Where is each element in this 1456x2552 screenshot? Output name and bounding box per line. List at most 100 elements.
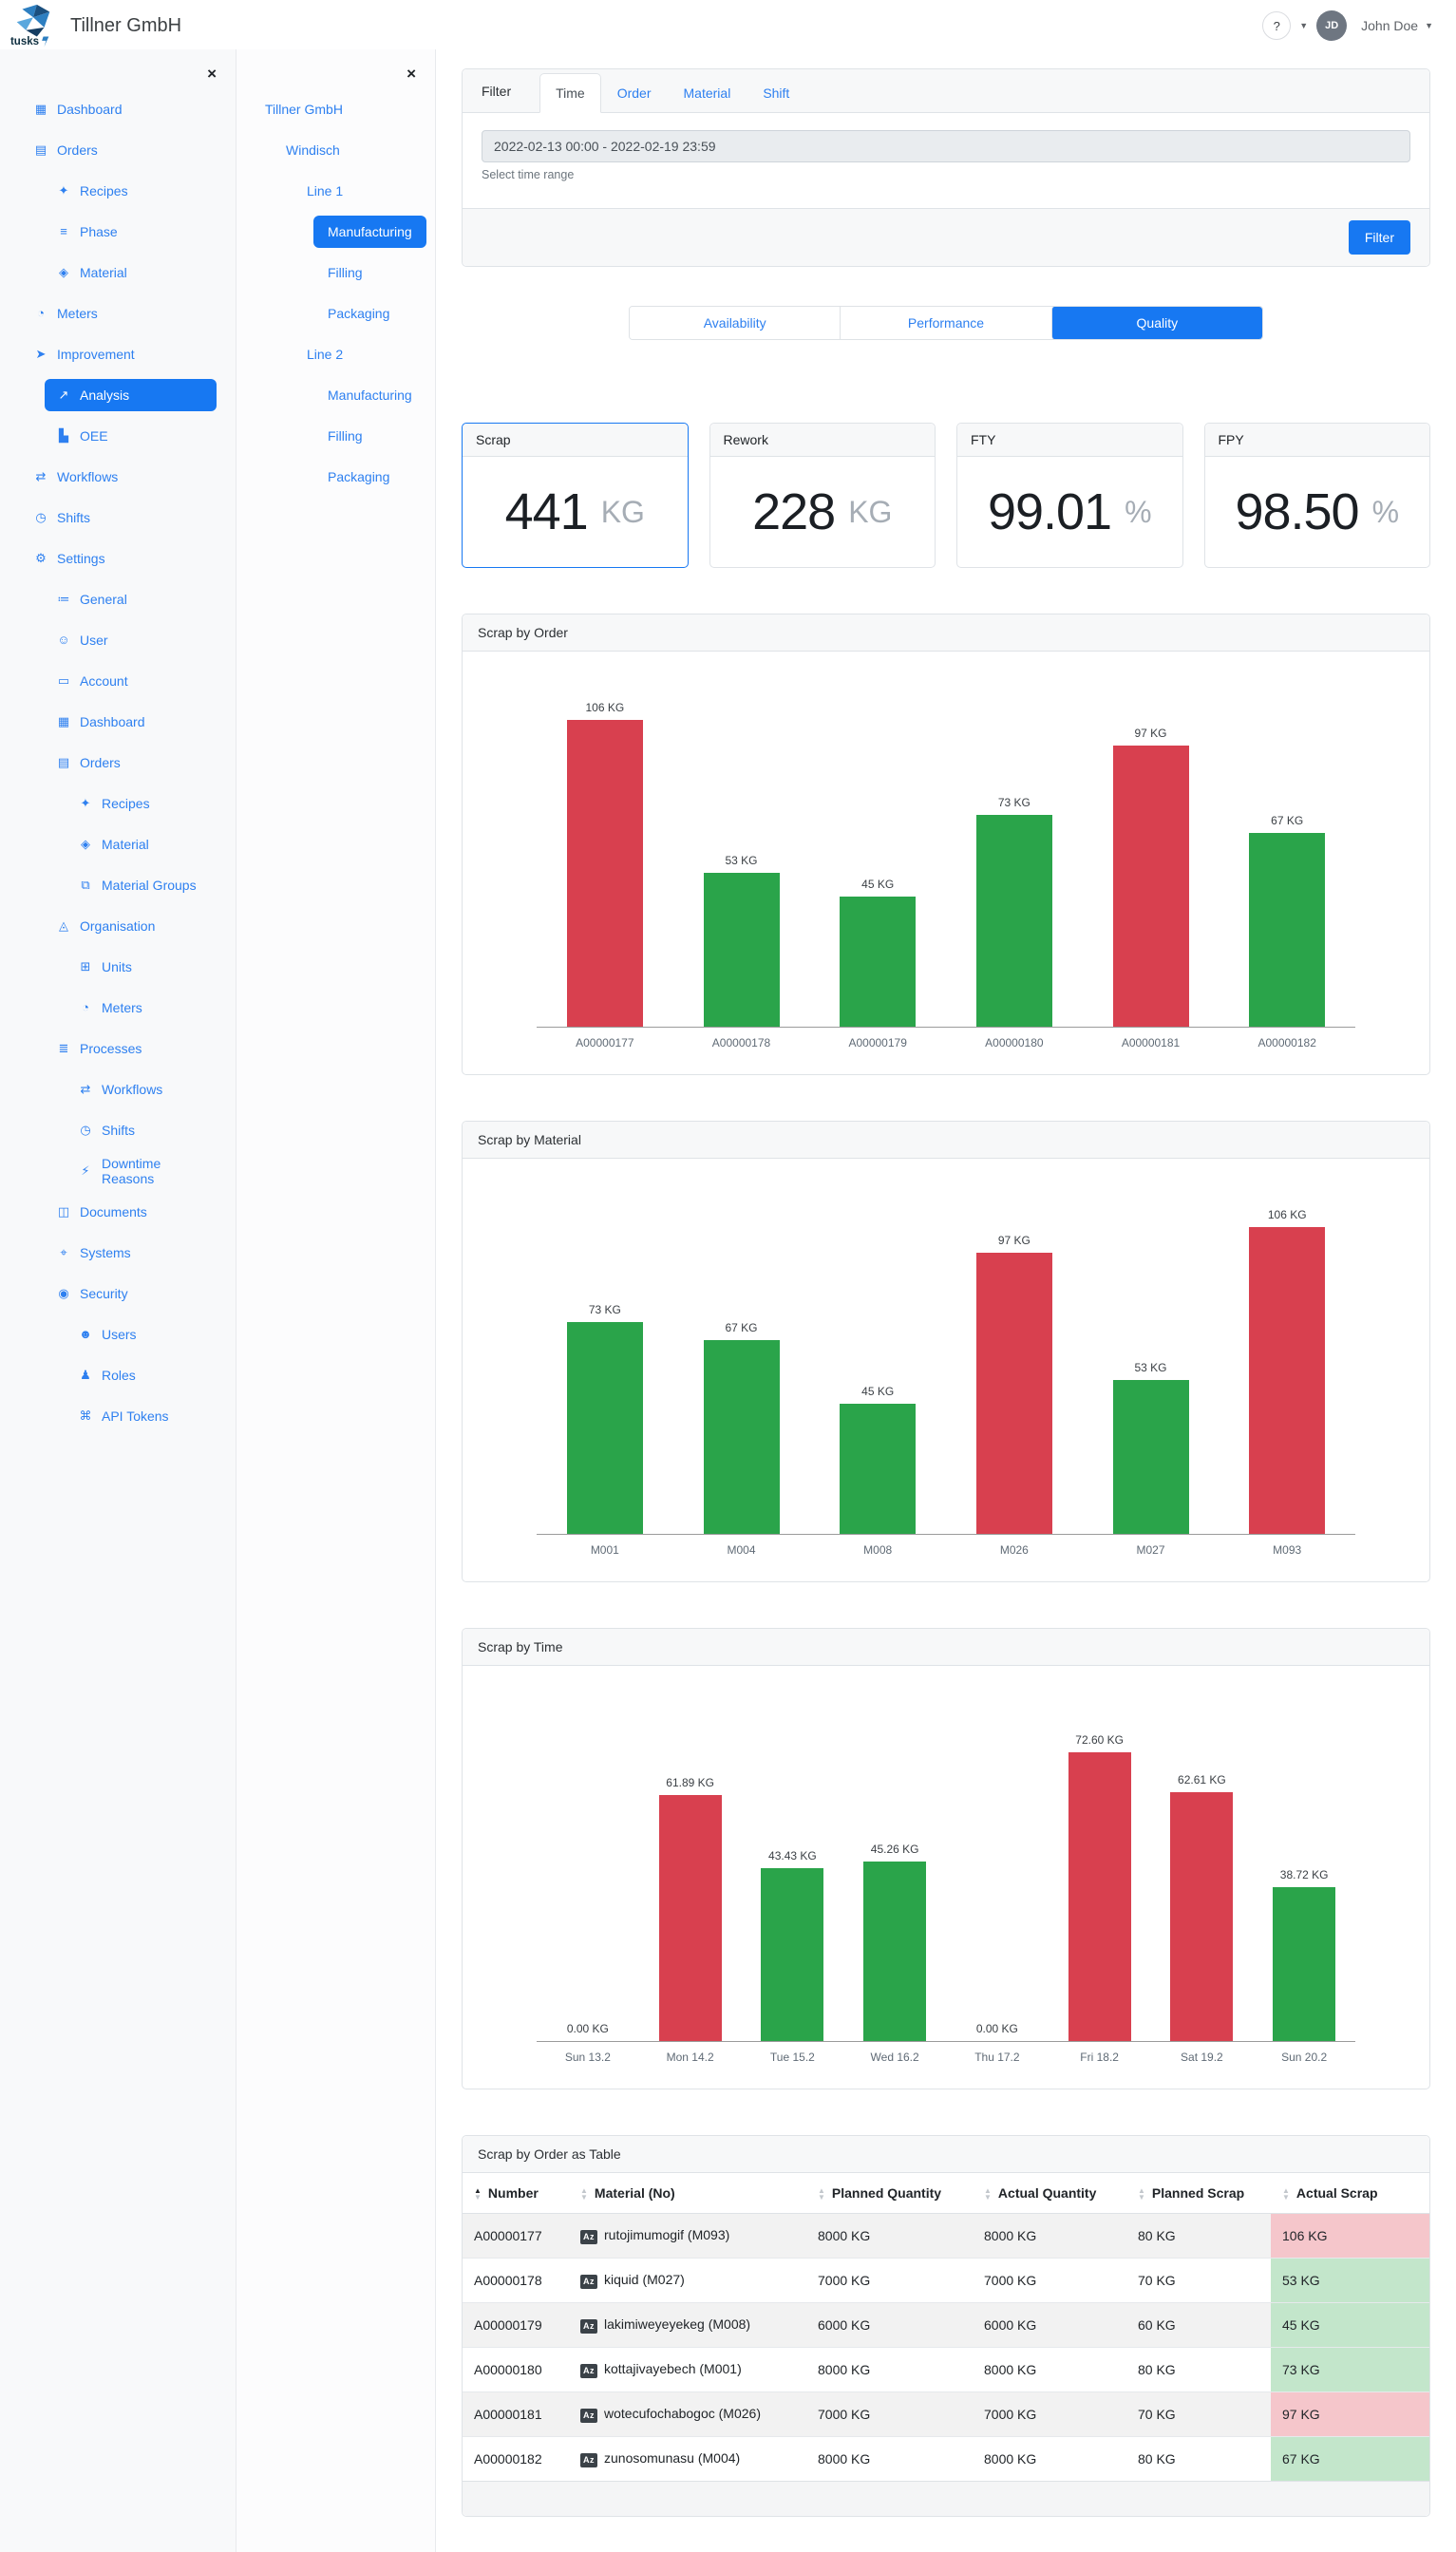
sidebar-link[interactable]: ◷ Shifts	[66, 1114, 217, 1146]
bar-value-label: 43.43 KG	[768, 1849, 817, 1862]
tree-link[interactable]: Packaging	[328, 468, 390, 484]
sidebar-link[interactable]: ✦ Recipes	[45, 175, 217, 207]
kpi-card-scrap[interactable]: Scrap 441 KG	[462, 423, 689, 568]
sidebar-link[interactable]: ◔ Meters	[66, 992, 217, 1024]
material-name: kiquid (M027)	[604, 2272, 685, 2288]
view-tab-quality[interactable]: Quality	[1050, 307, 1262, 339]
tree-close-button[interactable]: ×	[401, 65, 422, 83]
user-menu[interactable]: John Doe ▼	[1355, 17, 1439, 34]
sidebar-link[interactable]: ⌘ API Tokens	[66, 1400, 217, 1432]
table-column-header-number[interactable]: ▲ ▼ Number	[463, 2173, 569, 2215]
view-tab-availability[interactable]: Availability	[630, 307, 841, 339]
sidebar-link[interactable]: ▤ Orders	[45, 747, 217, 779]
sidebar-link[interactable]: ◬ Organisation	[45, 910, 217, 942]
chart-tick-label: A00000182	[1257, 1036, 1316, 1049]
kpi-card-fty[interactable]: FTY 99.01%	[956, 423, 1183, 568]
sidebar-item-general: ≔ General	[0, 578, 236, 619]
cell-material: Az rutojimumogif (M093)	[569, 2214, 806, 2259]
sidebar-link[interactable]: ⇄ Workflows	[66, 1073, 217, 1106]
help-button[interactable]: ?	[1262, 11, 1292, 40]
sidebar-link[interactable]: ⚡ Downtime Reasons	[66, 1147, 217, 1195]
sidebar-link[interactable]: ▤ Orders	[22, 134, 217, 166]
chart-bar-slot: 45.26 KG	[843, 1700, 946, 2041]
chart-body: 106 KG 53 KG 45 KG 73 KG 97 KG 67 KG A00000177…	[463, 652, 1429, 1074]
filter-card-footer: Filter	[463, 208, 1429, 266]
table-column-header-material-no-[interactable]: ▲ ▼ Material (No)	[569, 2173, 806, 2215]
sidebar-link[interactable]: ◈ Material	[45, 256, 217, 289]
sidebar-link[interactable]: ◉ Security	[45, 1277, 217, 1310]
table-column-header-actual-quantity[interactable]: ▲ ▼ Actual Quantity	[973, 2173, 1126, 2215]
tree-link[interactable]: Filling	[328, 427, 363, 444]
sidebar-link[interactable]: ≔ General	[45, 583, 217, 615]
sidebar-link[interactable]: ⚙ Settings	[22, 542, 217, 575]
sidebar-item-material: ◈ Material	[0, 823, 236, 864]
sidebar-link[interactable]: ⌖ Systems	[45, 1237, 217, 1269]
kpi-card-rework[interactable]: Rework 228 KG	[709, 423, 936, 568]
sidebar-link[interactable]: ▙ OEE	[45, 420, 217, 452]
sidebar-item-label: Improvement	[57, 346, 135, 362]
tree-link[interactable]: Line 1	[307, 182, 344, 198]
view-tab-performance[interactable]: Performance	[840, 307, 1051, 339]
sidebar-close-button[interactable]: ×	[201, 65, 222, 83]
filter-tab-time[interactable]: Time	[539, 73, 601, 113]
chart-bar	[840, 897, 917, 1027]
sidebar-link[interactable]: ▦ Dashboard	[22, 93, 217, 125]
time-range-input[interactable]	[482, 130, 1410, 162]
recipes-icon: ✦	[80, 795, 91, 810]
chart-tick-label: M027	[1136, 1543, 1165, 1557]
sidebar-link[interactable]: ▦ Dashboard	[45, 706, 217, 738]
material-icon: Az	[580, 2409, 597, 2424]
sidebar-link[interactable]: ⇄ Workflows	[22, 461, 217, 493]
sidebar-item-label: Shifts	[57, 509, 91, 525]
sidebar-item-label: Processes	[80, 1040, 142, 1056]
filter-tab-order[interactable]: Order	[601, 73, 668, 113]
tree-link[interactable]: Manufacturing	[328, 387, 412, 403]
table-row: A00000181 Az wotecufochabogoc (M026) 7000 K…	[463, 2391, 1429, 2437]
tree-link[interactable]: Tillner GmbH	[265, 101, 343, 117]
sidebar-item-label: Users	[102, 1326, 137, 1342]
sidebar-link[interactable]: ▭ Account	[45, 665, 217, 697]
tree-link[interactable]: Windisch	[286, 142, 340, 158]
tree-link[interactable]: Filling	[328, 264, 363, 280]
sidebar-item-workflows: ⇄ Workflows	[0, 1068, 236, 1109]
table-column-header-planned-quantity[interactable]: ▲ ▼ Planned Quantity	[806, 2173, 973, 2215]
sidebar-link[interactable]: ☻ Users	[66, 1318, 217, 1351]
sidebar-link[interactable]: ♟ Roles	[66, 1359, 217, 1391]
cell-number: A00000180	[474, 2362, 542, 2378]
sidebar-link[interactable]: ➤ Improvement	[22, 338, 217, 370]
kpi-card-fpy[interactable]: FPY 98.50%	[1203, 423, 1430, 568]
filter-submit-button[interactable]: Filter	[1348, 220, 1410, 255]
sidebar-link[interactable]: ≣ Processes	[45, 1032, 217, 1065]
table-row: A00000180 Az kottajivayebech (M001) 8000 KG…	[463, 2347, 1429, 2392]
tree-link[interactable]: Manufacturing	[313, 215, 426, 248]
filter-tab-material[interactable]: Material	[668, 73, 747, 113]
help-caret-icon[interactable]: ▼	[1299, 21, 1309, 30]
table-column-header-planned-scrap[interactable]: ▲ ▼ Planned Scrap	[1126, 2173, 1271, 2215]
sidebar-link[interactable]: ◈ Material	[66, 828, 217, 860]
table-column-header-actual-scrap[interactable]: ▲ ▼ Actual Scrap	[1271, 2173, 1429, 2215]
sidebar-link[interactable]: ◫ Documents	[45, 1196, 217, 1228]
sidebar-link[interactable]: ☺ User	[45, 624, 217, 656]
sidebar-link[interactable]: ⊞ Units	[66, 951, 217, 983]
tree-item-windisch: Windisch	[236, 129, 435, 170]
security-icon: ◉	[58, 1285, 69, 1300]
cell-actual-scrap: 45 KG	[1271, 2302, 1429, 2348]
sidebar-item-label: Material	[102, 836, 149, 852]
material-name: lakimiweyeyekeg (M008)	[604, 2316, 751, 2333]
tree-link[interactable]: Packaging	[328, 305, 390, 321]
api-tokens-icon: ⌘	[79, 1408, 92, 1423]
filter-tab-shift[interactable]: Shift	[747, 73, 805, 113]
sidebar-link[interactable]: ◔ Meters	[22, 297, 217, 330]
sidebar-link[interactable]: ⧉ Material Groups	[66, 869, 217, 901]
sidebar-link[interactable]: ◷ Shifts	[22, 501, 217, 534]
sidebar-link[interactable]: ↗ Analysis	[45, 378, 217, 411]
sidebar-link[interactable]: ≡ Phase	[45, 216, 217, 248]
avatar[interactable]: JD	[1316, 10, 1348, 41]
table-column-label: Material (No)	[594, 2185, 675, 2201]
chart-bar-slot: 45 KG	[809, 1193, 946, 1534]
sidebar-link[interactable]: ✦ Recipes	[66, 787, 217, 820]
kpi-unit: KG	[848, 494, 893, 529]
tree-link[interactable]: Line 2	[307, 346, 344, 362]
chart-tick-label: A00000180	[985, 1036, 1044, 1049]
